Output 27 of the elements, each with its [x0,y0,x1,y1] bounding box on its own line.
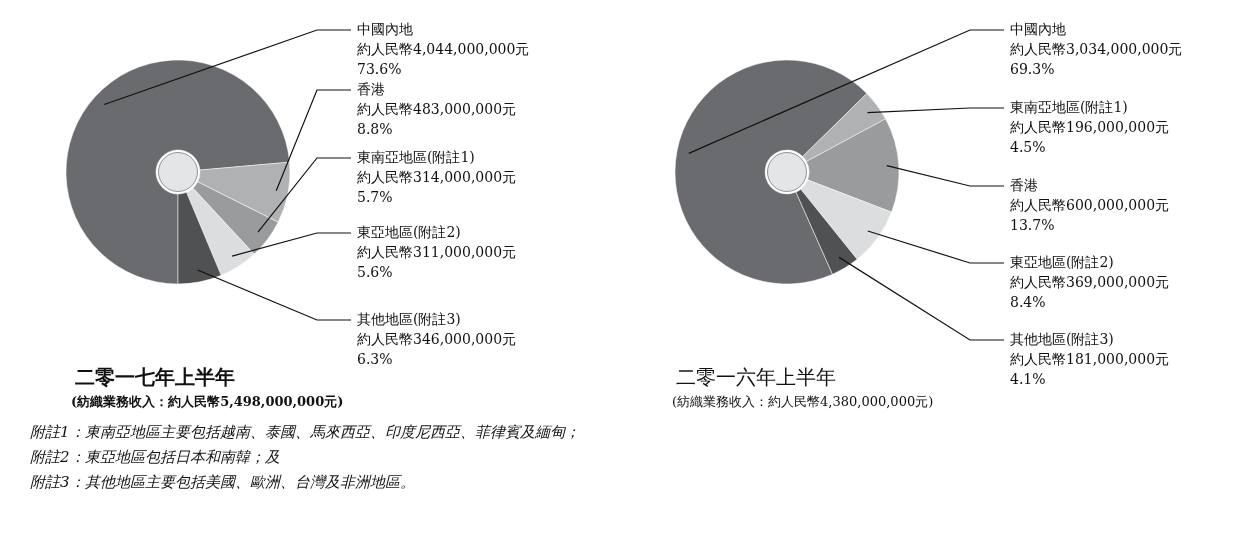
text: 附註1：東南亞地區主要包括越南、泰國、馬來西亞、印度尼西亞、菲律賓及緬甸； [30,423,580,441]
slice-label: 中國內地 [357,21,413,37]
data-label: 約人民幣483,000,000元 8.8% [357,101,517,137]
slice-label: 東亞地區(附註2) [357,224,461,240]
text: 附註3：其他地區主要包括美國、歐洲、台灣及非洲地區。 [30,473,415,491]
slice-label: 香港 [1010,177,1038,193]
data-label: 約人民幣369,000,000元 8.4% [1010,274,1170,310]
text: (紡織業務收入：約人民幣4,380,000,000元) [672,394,934,409]
text: 二零一六年上半年 [676,365,836,389]
slice-label: 香港 [357,81,385,97]
slice-label: 東南亞地區(附註1) [1010,99,1128,115]
slice-label: 東南亞地區(附註1) [357,149,475,165]
slice-label: 中國內地 [1010,21,1066,37]
slice-label: 其他地區(附註3) [1010,331,1114,347]
data-label: 約人民幣311,000,000元 5.6% [357,244,517,280]
data-label: 約人民幣346,000,000元 6.3% [357,331,517,367]
data-label: 約人民幣3,034,000,000元 69.3% [1010,41,1183,77]
data-label: 約人民幣314,000,000元 5.7% [357,169,517,205]
data-label: 約人民幣4,044,000,000元 73.6% [357,41,530,77]
slice-label: 其他地區(附註3) [357,311,461,327]
data-label: 約人民幣181,000,000元 4.1% [1010,351,1170,387]
data-label: 約人民幣196,000,000元 4.5% [1010,119,1170,155]
text: (紡織業務收入：約人民幣5,498,000,000元) [71,394,344,409]
text: 附註2：東亞地區包括日本和南韓；及 [30,448,280,466]
data-label: 約人民幣600,000,000元 13.7% [1010,197,1170,233]
text: 二零一七年上半年 [75,365,235,389]
slice-label: 東亞地區(附註2) [1010,254,1114,270]
